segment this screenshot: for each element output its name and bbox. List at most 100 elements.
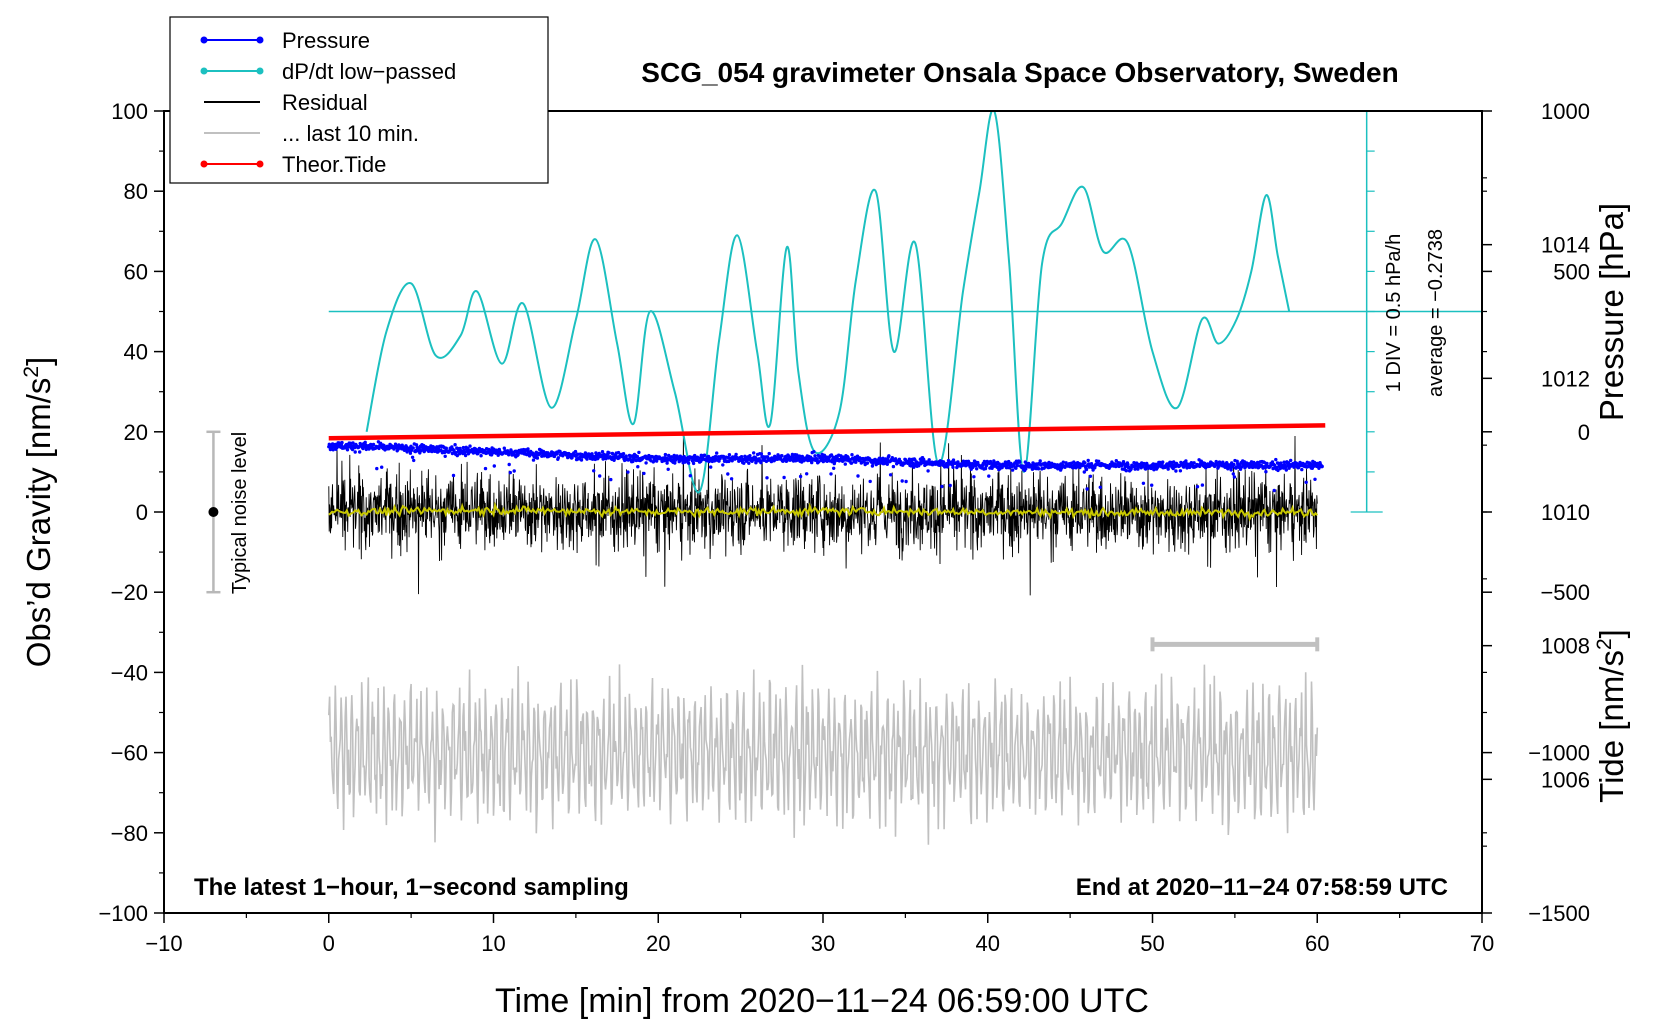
pressure-point (1184, 459, 1188, 463)
axes-layer: −10 0 10 20 30 40 50 60 70−100−80−60−40−20020406… (98, 99, 1590, 956)
pressure-point (1061, 460, 1066, 464)
pressure-point (1289, 458, 1293, 463)
pressure-point (927, 458, 931, 462)
y-tick-label: 20 (124, 420, 148, 445)
pressure-point (1098, 485, 1103, 489)
x-tick-label: 0 (323, 931, 335, 956)
pressure-tick-label: 1010 (1541, 500, 1590, 525)
pressure-point (713, 454, 718, 459)
pressure-point (592, 469, 596, 473)
pressure-point (1043, 461, 1047, 465)
pressure-point (765, 476, 769, 480)
pressure-point (496, 453, 500, 457)
pressure-point (579, 458, 584, 462)
x-tick-label: −10 (145, 931, 182, 956)
tide-tick-label: −1000 (1528, 741, 1590, 766)
pressure-point (715, 451, 719, 455)
pressure-point (1014, 466, 1018, 470)
pressure-point (410, 455, 415, 459)
pressure-point (463, 453, 468, 458)
pressure-point (461, 445, 466, 450)
x-tick-label: 10 (481, 931, 505, 956)
pressure-point (624, 454, 628, 458)
pressure-point (688, 474, 692, 478)
pressure-point (607, 451, 611, 455)
pressure-point (351, 441, 355, 445)
pressure-point (846, 455, 850, 460)
pressure-tick-label: 1012 (1541, 366, 1590, 391)
pressure-point (709, 465, 713, 469)
chart-title: SCG_054 gravimeter Onsala Space Observat… (641, 57, 1398, 88)
pressure-point (752, 451, 756, 455)
pressure-point (972, 475, 976, 479)
pressure-point (1265, 461, 1269, 466)
pressure-point (1174, 469, 1178, 473)
pressure-point (1195, 485, 1200, 489)
pressure-point (393, 442, 398, 446)
y-tick-label: 40 (124, 340, 148, 365)
pressure-point (1089, 462, 1094, 466)
pressure-point (1129, 467, 1133, 471)
pressure-tick-label: 1008 (1541, 634, 1590, 659)
pressure-point (868, 479, 872, 484)
pressure-point (380, 465, 384, 469)
pressure-point (730, 459, 734, 463)
x-tick-label: 70 (1470, 931, 1494, 956)
pressure-point (831, 455, 835, 459)
pressure-point (1047, 460, 1051, 465)
pressure-point (1038, 459, 1042, 463)
pressure-point (1024, 467, 1028, 471)
y-axis-label-pressure: Pressure [hPa] (1593, 203, 1630, 421)
pressure-point (526, 447, 530, 451)
pressure-point (734, 452, 738, 457)
pressure-point (948, 483, 952, 488)
pressure-point (596, 456, 600, 460)
pressure-point (975, 467, 979, 471)
y-axis-label-left-sup: 2 (20, 366, 43, 378)
end-time-annotation: End at 2020−11−24 07:58:59 UTC (1076, 874, 1448, 901)
pressure-point (492, 464, 496, 468)
pressure-point (1304, 480, 1308, 484)
last-10-min-trace (328, 664, 1319, 845)
pressure-point (1078, 465, 1082, 470)
pressure-point (767, 451, 771, 456)
pressure-point (729, 477, 734, 481)
pressure-point (412, 458, 416, 463)
pressure-point (455, 453, 459, 458)
y-tick-label: 0 (136, 500, 148, 525)
pressure-point (451, 473, 456, 478)
pressure-point (621, 452, 626, 456)
pressure-point (556, 456, 560, 460)
pressure-point (1085, 487, 1089, 491)
pressure-point (642, 471, 646, 476)
y-tick-label: −80 (111, 821, 148, 846)
pressure-point (1284, 468, 1289, 472)
pressure-point (810, 460, 814, 465)
pressure-point (479, 454, 483, 458)
pressure-point (375, 466, 379, 471)
pressure-point (888, 473, 893, 477)
pressure-point (1133, 467, 1137, 471)
pressure-point (1192, 461, 1196, 465)
pressure-point (516, 453, 520, 457)
legend-swatch-marker (200, 36, 208, 44)
pressure-point (721, 463, 725, 467)
pressure-point (1259, 463, 1264, 468)
x-tick-label: 20 (646, 931, 670, 956)
pressure-point (990, 466, 994, 470)
dpdt-trace (365, 111, 1291, 494)
pressure-point (849, 461, 854, 465)
pressure-point (887, 454, 891, 458)
pressure-point (984, 463, 989, 467)
pressure-point (635, 454, 639, 459)
pressure-point (600, 450, 605, 454)
pressure-point (502, 446, 506, 450)
pressure-point (408, 451, 413, 455)
tide-tick-label: 0 (1578, 420, 1590, 445)
pressure-point (435, 445, 439, 449)
tide-tick-label: 500 (1553, 259, 1590, 284)
pressure-point (702, 453, 707, 457)
scale-division-label: 1 DIV = 0.5 hPa/h (1383, 234, 1405, 392)
pressure-point (1088, 474, 1093, 478)
